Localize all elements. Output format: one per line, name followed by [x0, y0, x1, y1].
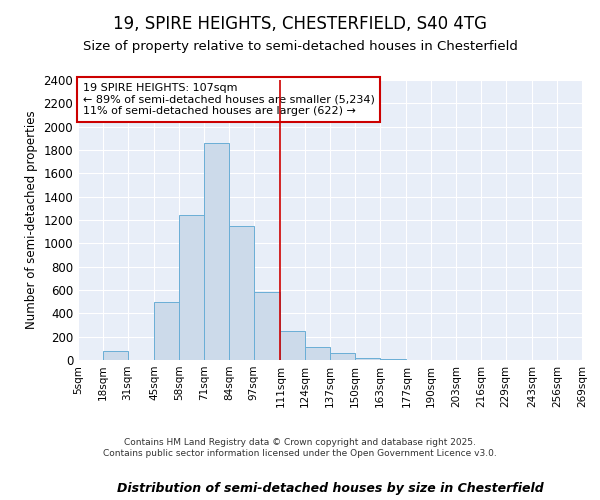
Bar	[229, 226, 254, 360]
Bar	[280, 332, 305, 360]
Text: 19 SPIRE HEIGHTS: 107sqm
← 89% of semi-detached houses are smaller (5,234)
11% o: 19 SPIRE HEIGHTS: 107sqm ← 89% of semi-d…	[83, 83, 375, 116]
Y-axis label: Number of semi-detached properties: Number of semi-detached properties	[25, 110, 38, 330]
Text: Distribution of semi-detached houses by size in Chesterfield: Distribution of semi-detached houses by …	[116, 482, 544, 495]
Text: 19, SPIRE HEIGHTS, CHESTERFIELD, S40 4TG: 19, SPIRE HEIGHTS, CHESTERFIELD, S40 4TG	[113, 15, 487, 33]
Bar	[103, 350, 128, 360]
Bar	[305, 347, 330, 360]
Text: Size of property relative to semi-detached houses in Chesterfield: Size of property relative to semi-detach…	[83, 40, 517, 53]
Bar	[154, 302, 179, 360]
Bar	[179, 216, 204, 360]
Bar	[204, 143, 229, 360]
Bar	[355, 358, 380, 360]
Text: Contains HM Land Registry data © Crown copyright and database right 2025.
Contai: Contains HM Land Registry data © Crown c…	[103, 438, 497, 458]
Bar	[254, 292, 280, 360]
Bar	[330, 353, 355, 360]
